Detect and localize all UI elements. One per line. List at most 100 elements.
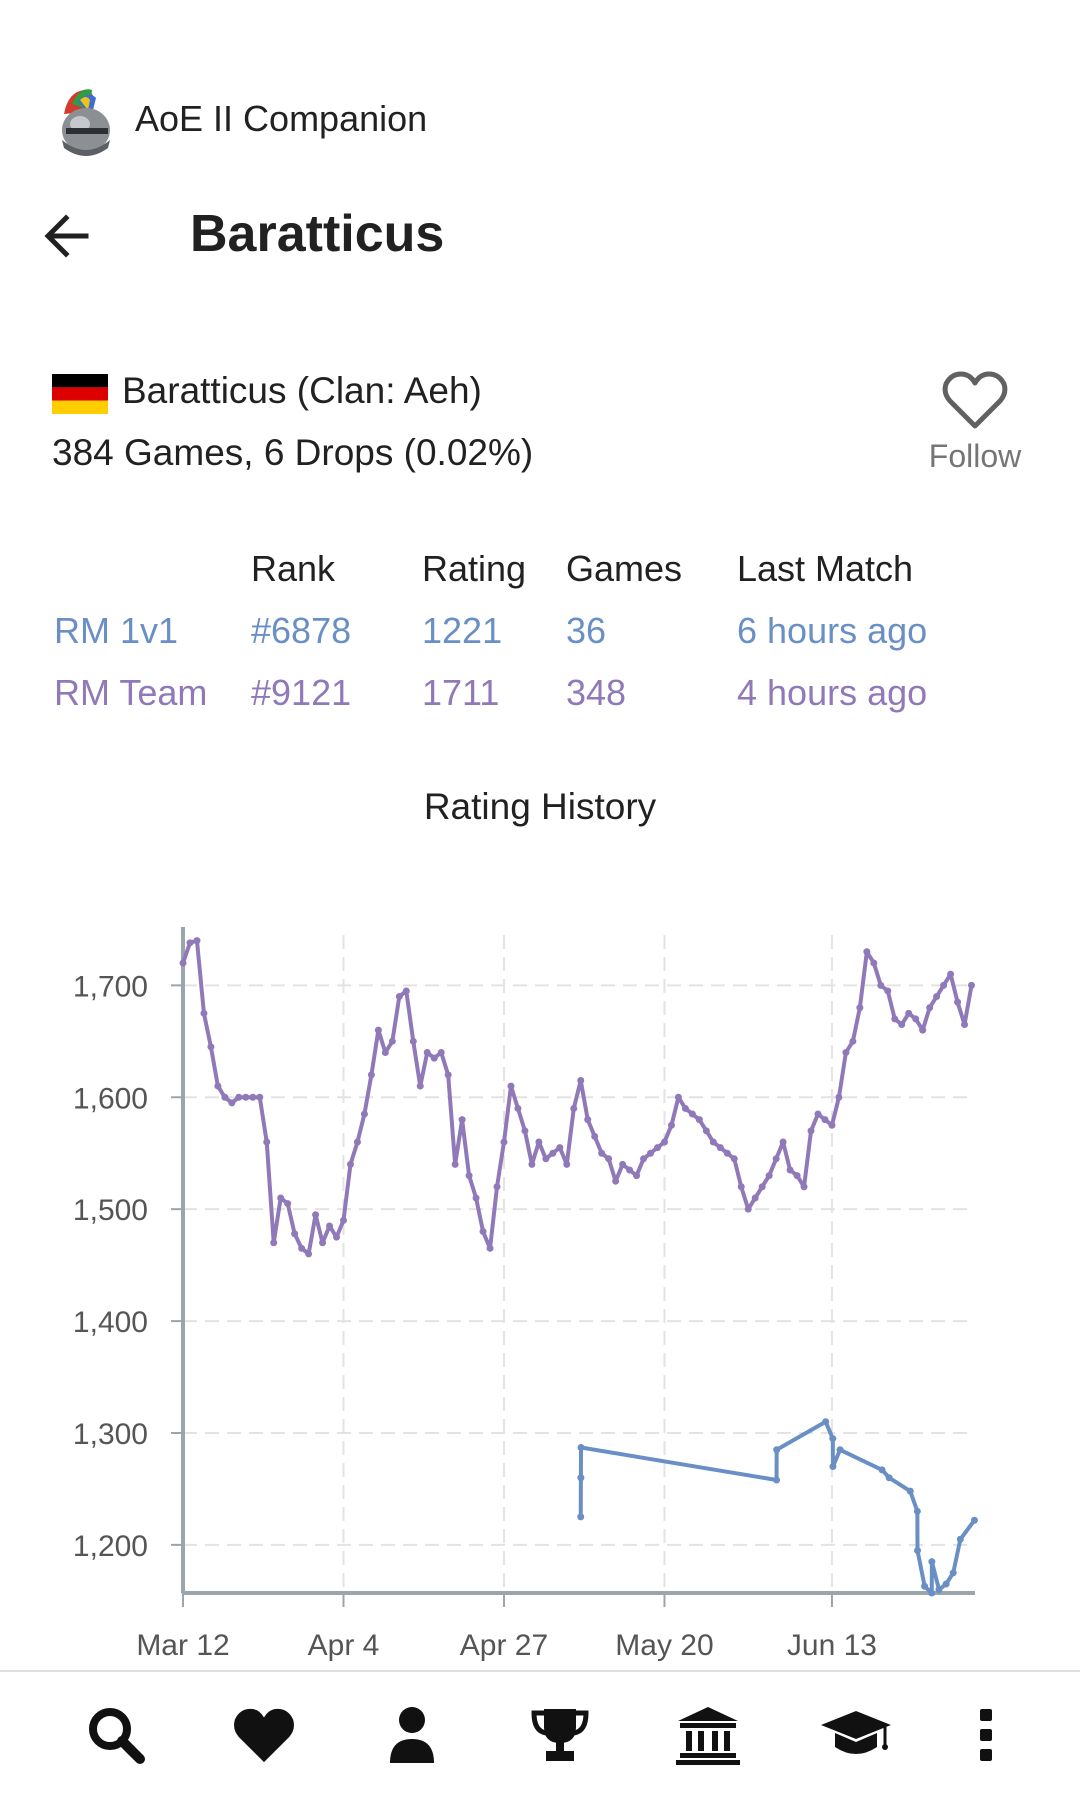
- ladder-rank: #9121: [251, 672, 352, 713]
- nav-civilizations[interactable]: [668, 1700, 748, 1770]
- page-title: Baratticus: [190, 205, 445, 263]
- data-point: [633, 1172, 641, 1180]
- data-point: [416, 1082, 424, 1090]
- follow-button[interactable]: Follow: [910, 360, 1040, 480]
- y-tick-label: 1,700: [73, 970, 148, 1003]
- data-point: [786, 1166, 794, 1174]
- data-point: [949, 1569, 957, 1577]
- data-point: [535, 1138, 543, 1146]
- data-point: [942, 1580, 950, 1588]
- heart-icon: [234, 1708, 294, 1763]
- data-point: [319, 1239, 327, 1247]
- ladder-rank: #6878: [251, 610, 352, 651]
- data-point: [968, 981, 976, 989]
- data-point: [563, 1160, 571, 1168]
- data-point: [256, 1093, 264, 1101]
- nav-leaderboard[interactable]: [520, 1700, 600, 1770]
- nav-favorites[interactable]: [224, 1700, 304, 1770]
- ladder-row-rm-team[interactable]: RM Team #9121 1711 348 4 hours ago: [0, 672, 1080, 728]
- data-point: [339, 1216, 347, 1224]
- data-point: [277, 1194, 285, 1202]
- data-point: [878, 1466, 886, 1474]
- data-point: [849, 1037, 857, 1045]
- data-point: [660, 1138, 668, 1146]
- data-point: [912, 1015, 920, 1023]
- data-point: [326, 1222, 334, 1230]
- data-point: [193, 937, 201, 945]
- data-point: [298, 1244, 306, 1252]
- data-point: [626, 1166, 634, 1174]
- column-header-last-match: Last Match: [737, 548, 914, 589]
- data-point: [751, 1194, 759, 1202]
- data-point: [772, 1155, 780, 1163]
- data-point: [284, 1200, 292, 1208]
- ladder-rating: 1711: [422, 672, 500, 713]
- data-point: [577, 1444, 585, 1452]
- y-tick-label: 1,300: [73, 1418, 148, 1451]
- data-point: [870, 959, 878, 967]
- data-point: [521, 1127, 529, 1135]
- data-point: [577, 1513, 585, 1521]
- data-point: [821, 1116, 829, 1124]
- bottom-navigation: [0, 1672, 1080, 1794]
- data-point: [388, 1037, 396, 1045]
- data-point: [186, 939, 194, 947]
- data-point: [933, 993, 941, 1001]
- data-point: [270, 1239, 278, 1247]
- data-point: [814, 1110, 822, 1118]
- nav-profile[interactable]: [372, 1700, 452, 1770]
- data-point: [556, 1144, 564, 1152]
- data-point: [773, 1446, 781, 1454]
- page-header: Baratticus: [0, 190, 1080, 280]
- museum-icon: [676, 1707, 740, 1765]
- nav-more[interactable]: [946, 1700, 1026, 1770]
- data-point: [263, 1138, 271, 1146]
- data-point: [702, 1127, 710, 1135]
- data-point: [709, 1138, 717, 1146]
- data-point: [291, 1230, 299, 1238]
- y-tick-label: 1,400: [73, 1306, 148, 1339]
- data-point: [919, 1026, 927, 1034]
- data-point: [928, 1558, 936, 1566]
- data-point: [716, 1144, 724, 1152]
- follow-label: Follow: [928, 438, 1022, 474]
- data-point: [822, 1418, 830, 1426]
- data-point: [360, 1110, 368, 1118]
- search-icon: [89, 1708, 145, 1764]
- data-point: [367, 1071, 375, 1079]
- data-point: [647, 1149, 655, 1157]
- data-point: [430, 1054, 438, 1062]
- nav-search[interactable]: [76, 1700, 156, 1770]
- data-point: [542, 1155, 550, 1163]
- app-bar: AoE II Companion: [0, 60, 1080, 180]
- data-point: [674, 1093, 682, 1101]
- data-point: [914, 1546, 922, 1554]
- data-point: [913, 1507, 921, 1515]
- data-point: [730, 1155, 738, 1163]
- data-point: [249, 1093, 257, 1101]
- data-point: [921, 1582, 929, 1590]
- data-point: [479, 1228, 487, 1236]
- knight-helmet-icon: [62, 89, 110, 156]
- data-point: [793, 1172, 801, 1180]
- ladder-name: RM Team: [54, 672, 208, 713]
- data-point: [723, 1149, 731, 1157]
- data-point: [906, 1487, 914, 1495]
- data-point: [765, 1172, 773, 1180]
- data-point: [856, 1004, 864, 1012]
- back-button[interactable]: [36, 204, 100, 268]
- data-point: [807, 1127, 815, 1135]
- series-line: [181, 938, 974, 1256]
- data-point: [228, 1099, 236, 1107]
- data-point: [605, 1155, 613, 1163]
- data-point: [905, 1009, 913, 1017]
- data-point: [437, 1049, 445, 1056]
- data-point: [758, 1183, 766, 1191]
- data-point: [800, 1183, 808, 1191]
- data-point: [221, 1093, 229, 1101]
- data-point: [486, 1244, 494, 1252]
- data-point: [835, 1093, 843, 1101]
- ladder-row-rm-1v1[interactable]: RM 1v1 #6878 1221 36 6 hours ago: [0, 610, 1080, 666]
- nav-guides[interactable]: [816, 1700, 896, 1770]
- data-point: [528, 1160, 536, 1168]
